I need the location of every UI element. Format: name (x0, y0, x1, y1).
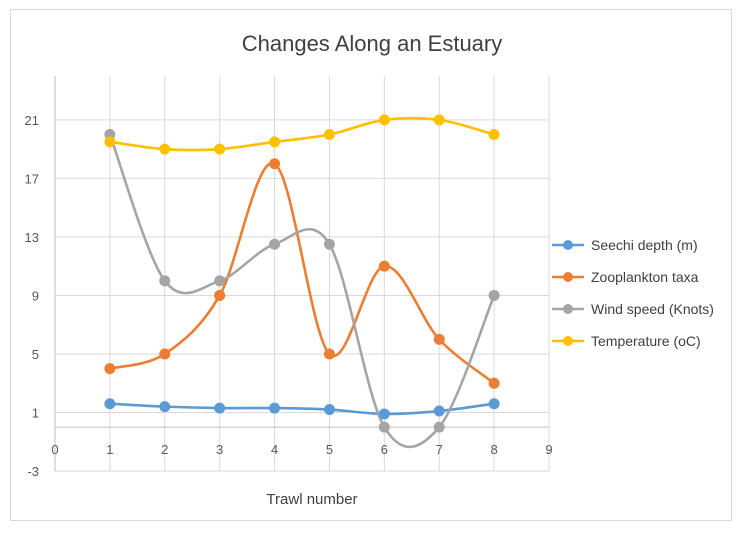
series-1-point-2 (159, 401, 171, 413)
series-3-point-5 (323, 238, 335, 250)
series-4-point-7 (433, 114, 445, 126)
series-4-point-2 (159, 143, 171, 155)
chart-frame (10, 9, 732, 521)
series-3-point-4 (269, 238, 281, 250)
series-2-point-6 (378, 260, 390, 272)
x-tick-label: 3 (216, 442, 223, 457)
x-tick-label: 8 (490, 442, 497, 457)
gridlines (54, 76, 550, 472)
x-tick-label: 0 (51, 442, 58, 457)
x-tick-label: 4 (271, 442, 278, 457)
x-tick-label: 9 (545, 442, 552, 457)
series-2-point-7 (433, 333, 445, 345)
series-2-point-1 (104, 363, 116, 375)
y-tick-label: 1 (32, 405, 39, 420)
series-2-point-4 (269, 158, 281, 170)
x-tick-label: 2 (161, 442, 168, 457)
x-tick-label: 6 (381, 442, 388, 457)
series-2-point-3 (214, 289, 226, 301)
series-line-2 (108, 162, 496, 385)
x-axis-tick-labels: 0 1 2 3 4 5 6 7 8 9 (51, 442, 552, 457)
series-4-point-5 (323, 129, 335, 141)
series-3-point-3 (214, 275, 226, 287)
series-points (104, 114, 500, 433)
legend-swatch-marker-1 (563, 240, 573, 250)
series-2-point-8 (488, 377, 500, 389)
series-1-point-8 (488, 398, 500, 410)
y-tick-label: 21 (25, 113, 39, 128)
y-tick-label: 5 (32, 347, 39, 362)
x-tick-label: 5 (326, 442, 333, 457)
series-4-point-4 (269, 136, 281, 148)
series-2-point-5 (323, 348, 335, 360)
legend-label-3: Wind speed (Knots) (591, 301, 714, 317)
legend-label-2: Zooplankton taxa (591, 269, 699, 285)
series-1-point-1 (104, 398, 116, 410)
series-2-point-2 (159, 348, 171, 360)
y-tick-label: 17 (25, 171, 39, 186)
series-4-point-6 (378, 114, 390, 126)
series-1-point-4 (269, 402, 281, 414)
series-4-point-1 (104, 136, 116, 148)
y-axis-tick-labels: -3 1 5 9 13 17 21 (25, 113, 39, 479)
series-3-point-6 (378, 421, 390, 433)
series-1-point-3 (214, 402, 226, 414)
series-3-point-2 (159, 275, 171, 287)
series-3-point-8 (488, 289, 500, 301)
series-4-point-8 (488, 129, 500, 141)
series-4-point-3 (214, 143, 226, 155)
y-tick-label: 13 (25, 230, 39, 245)
chart-title: Changes Along an Estuary (242, 31, 503, 56)
series-1-point-6 (378, 408, 390, 420)
y-tick-label: -3 (27, 464, 39, 479)
legend-swatch-marker-3 (563, 304, 573, 314)
x-tick-label: 7 (436, 442, 443, 457)
legend-label-1: Seechi depth (m) (591, 237, 698, 253)
y-tick-label: 9 (32, 288, 39, 303)
series-1-point-7 (433, 405, 445, 417)
series-3-point-7 (433, 421, 445, 433)
legend-swatch-marker-4 (563, 336, 573, 346)
axes (54, 76, 549, 471)
x-axis-title: Trawl number (266, 491, 357, 508)
series-line-3 (108, 133, 496, 449)
legend-swatch-marker-2 (563, 272, 573, 282)
series-1-point-5 (323, 404, 335, 416)
legend-label-4: Temperature (oC) (591, 333, 701, 349)
x-tick-label: 1 (106, 442, 113, 457)
legend: Seechi depth (m) Zooplankton taxa Wind spe… (552, 237, 714, 349)
